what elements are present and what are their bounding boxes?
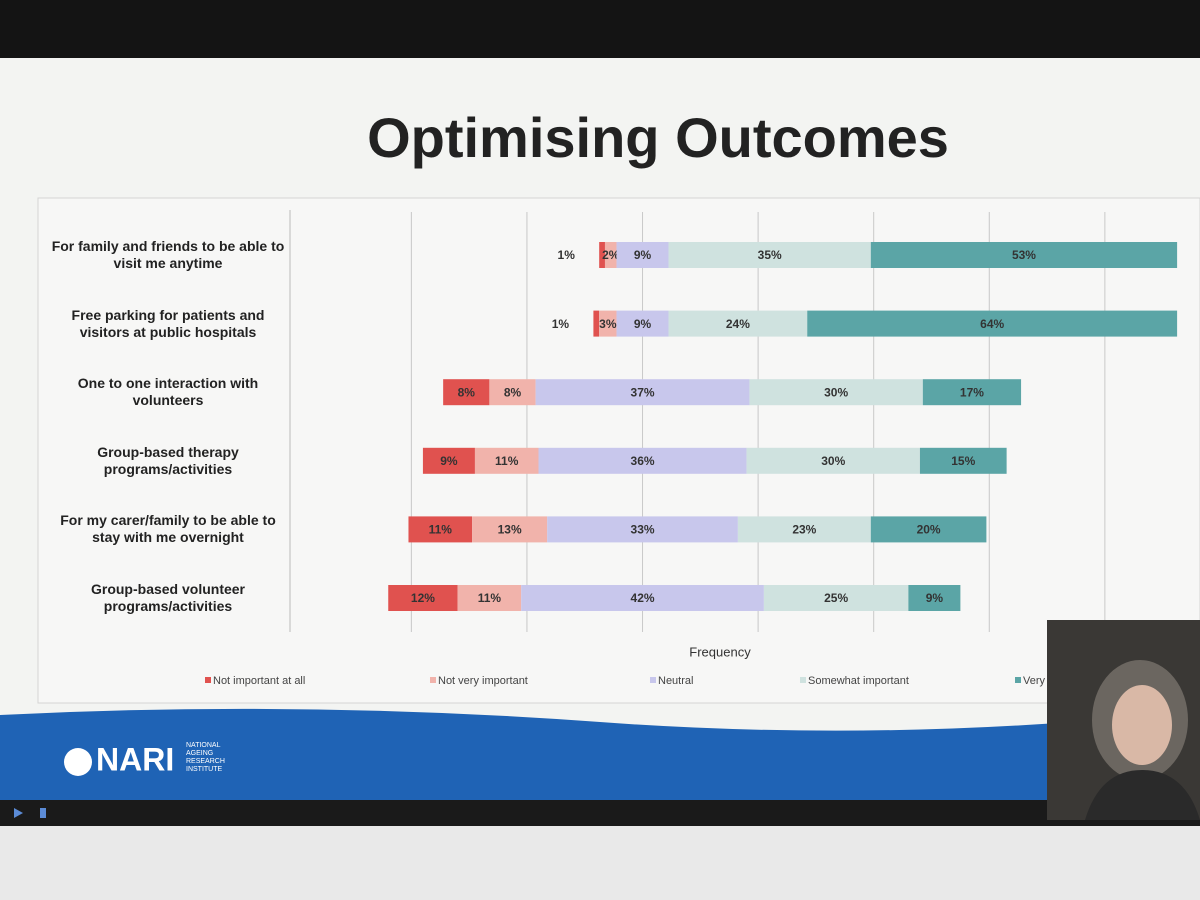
data-label: 9% [440, 454, 458, 468]
data-label: 9% [634, 317, 652, 331]
bar-segment [616, 242, 669, 268]
bar-segment [763, 585, 909, 611]
legend-swatch [205, 677, 211, 683]
bar-segment [408, 516, 473, 543]
data-label: 11% [478, 591, 502, 605]
logo-full-name: NATIONAL AGEING RESEARCH INSTITUTE [186, 742, 225, 773]
data-label: 23% [792, 523, 816, 537]
category-label: For my carer/family to be able to stay w… [60, 512, 276, 546]
category-label: One to one interaction with volunteers [77, 375, 259, 409]
data-label: 2% [602, 248, 620, 262]
webcam-person-body [1085, 770, 1200, 820]
bar-segment [474, 447, 539, 474]
bar-segment [521, 585, 764, 611]
volume-button[interactable] [40, 808, 46, 818]
bar-segment [599, 242, 605, 268]
data-label: 24% [726, 317, 750, 331]
play-button[interactable] [14, 808, 23, 818]
legend-label: Not important at all [213, 675, 305, 687]
bar-segment [668, 242, 871, 268]
bar-segment [737, 516, 871, 543]
slide-footer [0, 708, 1200, 800]
data-label: 30% [821, 454, 845, 468]
category-label: Group-based therapy programs/activities [97, 443, 239, 477]
player-controls[interactable] [0, 800, 1200, 826]
data-label: 11% [495, 454, 519, 468]
data-label: 17% [960, 385, 984, 399]
bar-segment [870, 242, 1178, 268]
bar-segment [535, 379, 750, 406]
data-label: 53% [1012, 248, 1036, 262]
bar-segment [922, 379, 1022, 406]
legend-label: Neutral [658, 675, 693, 687]
data-label: 1% [552, 317, 570, 331]
data-label: 42% [631, 591, 655, 605]
bar-segment [749, 379, 923, 406]
legend-label: Not very important [438, 675, 528, 687]
data-label: 3% [599, 317, 617, 331]
x-axis-label: Frequency [689, 644, 751, 659]
data-label: 33% [631, 523, 655, 537]
bar-segment [870, 516, 987, 543]
data-label: 36% [631, 454, 655, 468]
category-label: Group-based volunteer programs/activitie… [90, 581, 246, 614]
data-label: 11% [429, 523, 453, 537]
legend-swatch [1015, 677, 1021, 683]
legend-swatch [800, 677, 806, 683]
bar-segment [616, 310, 669, 337]
bar-segment [908, 585, 961, 611]
bar-segment [388, 585, 458, 611]
data-label: 25% [824, 591, 848, 605]
data-label: 8% [458, 385, 476, 399]
bar-segment [604, 242, 617, 268]
data-label: 12% [411, 591, 435, 605]
data-label: 13% [498, 523, 522, 537]
data-label: 1% [558, 248, 576, 262]
bar-segment [489, 379, 536, 406]
category-label: Free parking for patients and visitors a… [71, 306, 265, 340]
data-label: 35% [758, 248, 782, 262]
bar-segment [422, 447, 475, 474]
logo-name: NARI [96, 741, 174, 777]
category-label: For family and friends to be able to vis… [51, 238, 285, 271]
data-label: 8% [504, 385, 522, 399]
bar-segment [457, 585, 522, 611]
bar-segment [599, 310, 617, 337]
bar-segment [807, 310, 1178, 337]
bar-segment [547, 516, 738, 543]
data-label: 15% [951, 454, 975, 468]
data-label: 64% [980, 317, 1004, 331]
bar-segment [538, 447, 747, 474]
data-label: 30% [824, 385, 848, 399]
legend-swatch [430, 677, 436, 683]
data-label: 37% [631, 385, 655, 399]
data-label: 20% [917, 523, 941, 537]
webcam-person-face [1112, 685, 1172, 765]
legend-label: Very [1023, 675, 1046, 687]
data-label: 9% [634, 248, 652, 262]
bar-segment [746, 447, 920, 474]
legend-label: Somewhat important [808, 675, 909, 687]
screen-bezel [0, 0, 1200, 58]
bar-segment [472, 516, 548, 543]
legend-swatch [650, 677, 656, 683]
bar-segment [919, 447, 1007, 474]
logo-mark [64, 748, 92, 776]
bar-segment [593, 310, 600, 337]
bar-segment [443, 379, 490, 406]
data-label: 9% [926, 591, 944, 605]
chart-title: Optimising Outcomes [367, 106, 949, 169]
bar-segment [668, 310, 808, 337]
